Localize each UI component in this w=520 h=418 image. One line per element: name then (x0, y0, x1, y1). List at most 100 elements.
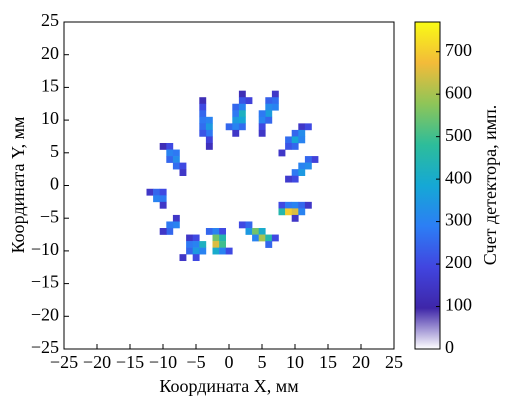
heatmap-cell (212, 247, 220, 255)
heatmap-cell (199, 110, 207, 118)
heatmap-cell (159, 195, 167, 203)
y-axis-label: Координата Y, мм (8, 117, 28, 254)
heatmap-cell (311, 156, 319, 163)
heatmap-cell (225, 247, 233, 255)
heatmap-cell (278, 208, 286, 216)
heatmap-cell (265, 116, 273, 124)
heatmap-cell (212, 234, 220, 242)
colorbar-tick-label: 0 (445, 337, 454, 357)
heatmap-cell (199, 97, 207, 105)
heatmap-cell (285, 142, 292, 150)
heatmap-cell (258, 123, 266, 131)
y-tick-label: 0 (50, 174, 59, 194)
heatmap-cell (291, 129, 299, 137)
heatmap-cell (265, 241, 273, 248)
heatmap-cell (265, 97, 273, 105)
y-tick-label: 20 (41, 43, 59, 63)
heatmap-cell (285, 175, 292, 183)
heatmap-cell (265, 103, 273, 111)
plot-frame (63, 21, 395, 350)
heatmap-cell (271, 103, 279, 111)
heatmap-cell (298, 123, 306, 131)
x-tick-label: 20 (352, 352, 370, 372)
heatmap-cell (238, 123, 246, 131)
heatmap-cell (192, 247, 200, 255)
heatmap-cell (245, 221, 253, 229)
heatmap-cell (205, 136, 213, 144)
heatmap-cell (172, 214, 180, 222)
heatmap-cell (199, 123, 207, 131)
heatmap-cell (238, 116, 246, 124)
x-tick-label: −25 (50, 352, 78, 372)
heatmap-cell (304, 201, 312, 209)
heatmap-cell (232, 110, 240, 118)
y-tick-label: 15 (41, 76, 59, 96)
heatmap-cell (186, 241, 193, 248)
heatmap-cell (166, 228, 174, 235)
heatmap-cell (245, 228, 253, 235)
colorbar-label: Счет детектора, имп. (480, 105, 500, 265)
heatmap-cell (258, 228, 266, 235)
heatmap-cell (199, 247, 207, 255)
heatmap-cell (179, 169, 187, 176)
heatmap-cell (304, 162, 312, 170)
heatmap-cell (232, 129, 240, 137)
x-tick-label: 15 (319, 352, 337, 372)
heatmap-cell (232, 103, 240, 111)
heatmap-cell (291, 208, 299, 216)
heatmap-cell (291, 175, 299, 183)
heatmap-cell (212, 241, 220, 248)
heatmap-cell (258, 234, 266, 242)
heatmap-cell (285, 136, 292, 144)
heatmap-cell (212, 228, 220, 235)
heatmap-cell (159, 142, 167, 150)
heatmap-cell (232, 116, 240, 124)
heatmap-cell (232, 123, 240, 131)
heatmap-cell (265, 234, 273, 242)
x-tick-label: −15 (116, 352, 144, 372)
heatmap-cell (298, 162, 306, 170)
heatmap-cell (199, 116, 207, 124)
heatmap-cell (153, 195, 160, 203)
heatmap-cell (186, 247, 193, 255)
heatmap-cell (219, 241, 226, 248)
heatmap-cell (166, 221, 174, 229)
heatmap-cell (159, 188, 167, 196)
heatmap-cell (252, 228, 259, 235)
colorbar-tick-label: 700 (445, 40, 472, 60)
heatmap-cell (285, 208, 292, 216)
x-tick-label: −10 (149, 352, 177, 372)
heatmap-cell (258, 129, 266, 137)
heatmap-cell (278, 149, 286, 157)
heatmap-cell (166, 156, 174, 163)
heatmap-cell (172, 149, 180, 157)
y-tick-label: −5 (40, 206, 59, 226)
heatmap-cell (245, 97, 253, 105)
y-tick-label: −20 (31, 304, 59, 324)
heatmap-cell (298, 201, 306, 209)
heatmap-cell (271, 234, 279, 242)
heatmap-cell (179, 254, 187, 262)
heatmap-cell (199, 129, 207, 137)
heatmap-cell (298, 208, 306, 216)
y-tick-label: −25 (31, 337, 59, 357)
heatmap-cell (172, 221, 180, 229)
heatmap-cell (219, 247, 226, 255)
heatmap-cell (285, 201, 292, 209)
x-tick-label: −20 (83, 352, 111, 372)
heatmap-cell (238, 221, 246, 229)
heatmap-cell (172, 162, 180, 170)
heatmap-cell (265, 110, 273, 118)
colorbar-tick-label: 400 (445, 167, 472, 187)
x-tick-label: 10 (286, 352, 304, 372)
x-axis-label: Координата X, мм (159, 376, 298, 396)
colorbar (414, 21, 441, 350)
heatmap-cell (199, 241, 207, 248)
heatmap-cell (298, 136, 306, 144)
heatmap-cell (271, 90, 279, 98)
y-tick-label: −15 (31, 272, 59, 292)
heatmap-cell (291, 169, 299, 176)
heatmap-cell (159, 228, 167, 235)
heatmap-cell (205, 123, 213, 131)
